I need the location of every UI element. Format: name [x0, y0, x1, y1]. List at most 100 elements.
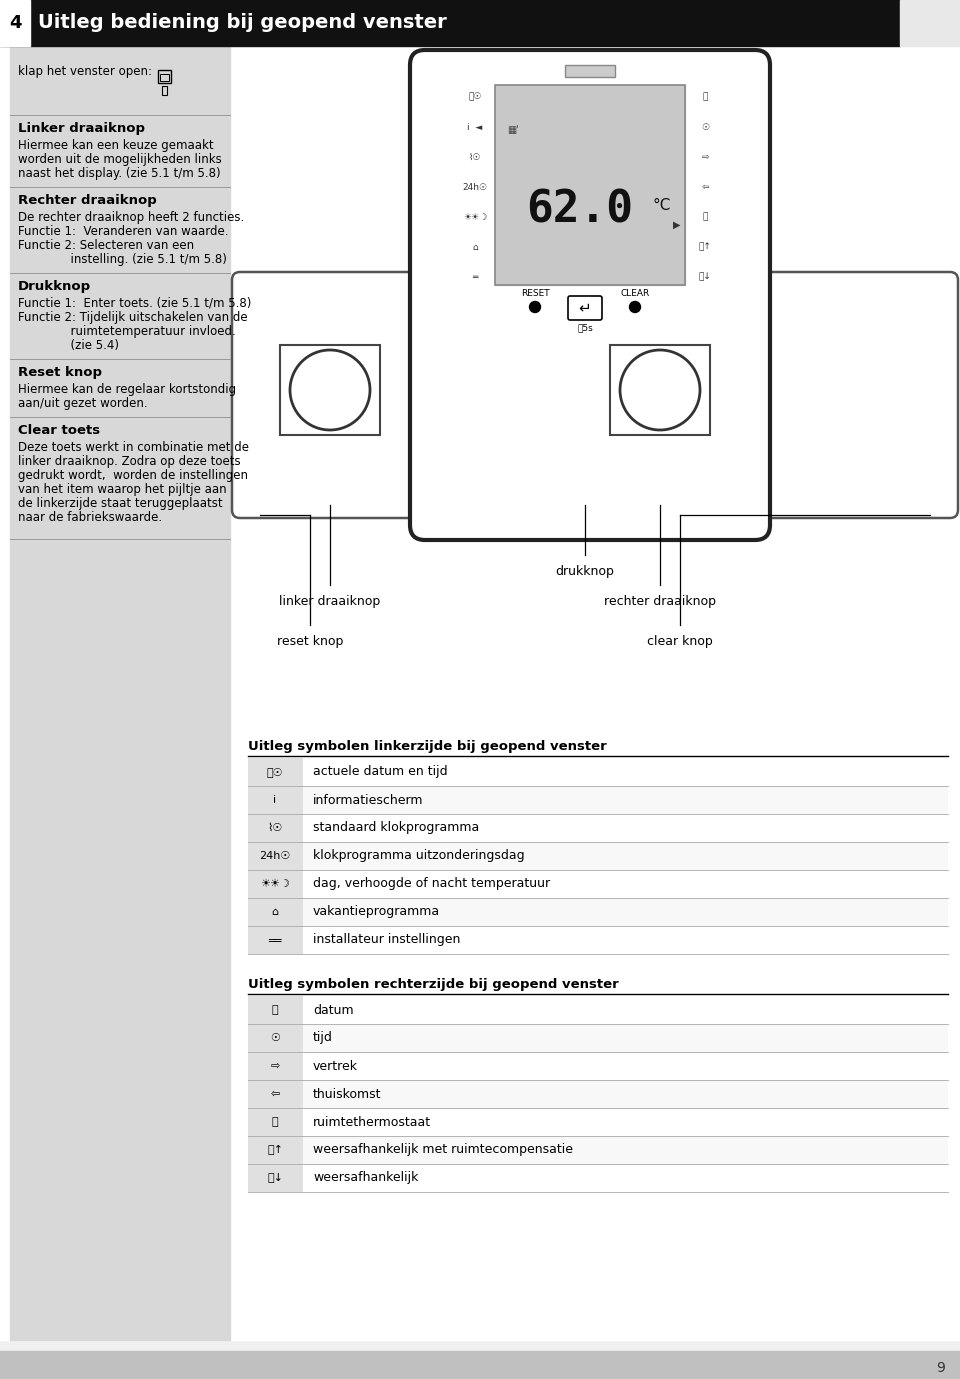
Text: RESET: RESET: [520, 290, 549, 298]
Bar: [248, 898, 303, 927]
Bar: [248, 1107, 303, 1136]
Bar: [248, 927, 303, 954]
Text: linker draaiknop: linker draaiknop: [279, 594, 380, 608]
Text: ▶: ▶: [673, 221, 681, 230]
Text: clear knop: clear knop: [647, 634, 713, 648]
Text: Uitleg bediening bij geopend venster: Uitleg bediening bij geopend venster: [38, 14, 446, 33]
Bar: [248, 870, 303, 898]
Text: 🏠: 🏠: [703, 212, 708, 222]
Bar: [248, 1164, 303, 1191]
Text: reset knop: reset knop: [276, 634, 343, 648]
Bar: [248, 1080, 948, 1107]
Bar: [248, 843, 948, 870]
Text: 24h☉: 24h☉: [259, 851, 291, 860]
Bar: [248, 1136, 948, 1164]
Bar: [0, 0, 900, 46]
Bar: [248, 1025, 948, 1052]
Bar: [565, 65, 615, 77]
Text: °C: °C: [652, 197, 670, 212]
Bar: [248, 1164, 948, 1191]
Bar: [280, 345, 380, 434]
Bar: [248, 1107, 948, 1136]
Text: ══: ══: [268, 935, 281, 945]
Bar: [248, 1052, 303, 1080]
FancyBboxPatch shape: [410, 50, 770, 541]
Text: Clear toets: Clear toets: [18, 423, 100, 437]
Bar: [10, 47, 230, 1340]
Text: dag, verhoogde of nacht temperatuur: dag, verhoogde of nacht temperatuur: [313, 877, 550, 891]
Bar: [248, 843, 303, 870]
Bar: [248, 1052, 948, 1080]
Text: ⌂: ⌂: [272, 907, 278, 917]
Text: Functie 1:  Enter toets. (zie 5.1 t/m 5.8): Functie 1: Enter toets. (zie 5.1 t/m 5.8…: [18, 296, 252, 310]
Bar: [248, 870, 948, 898]
Text: ㉛☉: ㉛☉: [267, 767, 283, 776]
Bar: [610, 345, 710, 434]
Text: klokprogramma uitzonderingsdag: klokprogramma uitzonderingsdag: [313, 849, 524, 862]
Text: ⇨: ⇨: [271, 1060, 279, 1071]
Text: 🏠↑: 🏠↑: [699, 243, 711, 251]
Bar: [158, 70, 171, 83]
Text: worden uit de mogelijkheden links: worden uit de mogelijkheden links: [18, 153, 222, 165]
Text: actuele datum en tijd: actuele datum en tijd: [313, 765, 447, 779]
Bar: [162, 85, 167, 95]
Text: Linker draaiknop: Linker draaiknop: [18, 121, 145, 135]
Text: Deze toets werkt in combinatie met de: Deze toets werkt in combinatie met de: [18, 441, 249, 454]
Circle shape: [630, 302, 640, 313]
FancyBboxPatch shape: [232, 272, 958, 519]
Text: i: i: [274, 796, 276, 805]
Bar: [160, 74, 169, 81]
Text: Functie 2: Selecteren van een: Functie 2: Selecteren van een: [18, 239, 194, 252]
Text: 24h☉: 24h☉: [463, 182, 488, 192]
Text: 🔒↓: 🔒↓: [267, 1174, 283, 1183]
Text: ⇦: ⇦: [701, 182, 708, 192]
Text: linker draaiknop. Zodra op deze toets: linker draaiknop. Zodra op deze toets: [18, 455, 241, 467]
Text: van het item waarop het pijltje aan: van het item waarop het pijltje aan: [18, 483, 227, 496]
Text: ㉛☉: ㉛☉: [468, 92, 482, 102]
Text: Hiermee kan de regelaar kortstondig: Hiermee kan de regelaar kortstondig: [18, 383, 236, 396]
Circle shape: [530, 302, 540, 313]
Text: informatiescherm: informatiescherm: [313, 793, 423, 807]
Bar: [0, 0, 30, 46]
Text: de linkerzijde staat teruggeplaatst: de linkerzijde staat teruggeplaatst: [18, 496, 223, 510]
Text: datum: datum: [313, 1004, 353, 1016]
Text: ☀☀☽: ☀☀☽: [463, 212, 487, 222]
Bar: [900, 0, 960, 46]
Text: klap het venster open:: klap het venster open:: [18, 65, 152, 79]
Text: ☉: ☉: [701, 123, 709, 131]
Text: ⌇☉: ⌇☉: [468, 153, 481, 161]
Text: 🌡5s: 🌡5s: [577, 324, 593, 332]
Text: Reset knop: Reset knop: [18, 365, 102, 379]
Text: ☉: ☉: [270, 1033, 280, 1043]
Text: 🏠↓: 🏠↓: [699, 273, 711, 281]
Text: ☀☀☽: ☀☀☽: [260, 878, 290, 889]
Text: ⌂: ⌂: [472, 243, 478, 251]
Bar: [248, 898, 948, 927]
Bar: [248, 814, 948, 843]
Text: drukknop: drukknop: [556, 565, 614, 578]
Text: ⇦: ⇦: [271, 1089, 279, 1099]
Text: 🔒↑: 🔒↑: [267, 1145, 283, 1156]
Text: ▦': ▦': [507, 125, 518, 135]
Text: vakantieprogramma: vakantieprogramma: [313, 906, 440, 918]
Text: ═: ═: [472, 273, 478, 281]
Text: Uitleg symbolen rechterzijde bij geopend venster: Uitleg symbolen rechterzijde bij geopend…: [248, 978, 619, 992]
Bar: [248, 1080, 303, 1107]
Text: De rechter draaiknop heeft 2 functies.: De rechter draaiknop heeft 2 functies.: [18, 211, 244, 223]
Text: Drukknop: Drukknop: [18, 280, 91, 292]
Text: ⇨: ⇨: [701, 153, 708, 161]
Text: weersafhankelijk: weersafhankelijk: [313, 1172, 419, 1185]
Text: (zie 5.4): (zie 5.4): [18, 339, 119, 352]
Bar: [495, 85, 685, 285]
Text: Functie 1:  Veranderen van waarde.: Functie 1: Veranderen van waarde.: [18, 225, 228, 239]
Text: i  ◄: i ◄: [468, 123, 483, 131]
Bar: [248, 996, 948, 1025]
Bar: [248, 786, 948, 814]
Text: gedrukt wordt,  worden de instellingen: gedrukt wordt, worden de instellingen: [18, 469, 248, 483]
Bar: [248, 1136, 303, 1164]
Bar: [0, 1351, 960, 1379]
Text: Hiermee kan een keuze gemaakt: Hiermee kan een keuze gemaakt: [18, 139, 214, 152]
Text: naar de fabriekswaarde.: naar de fabriekswaarde.: [18, 512, 162, 524]
Bar: [248, 758, 303, 786]
Text: ↵: ↵: [579, 301, 591, 316]
